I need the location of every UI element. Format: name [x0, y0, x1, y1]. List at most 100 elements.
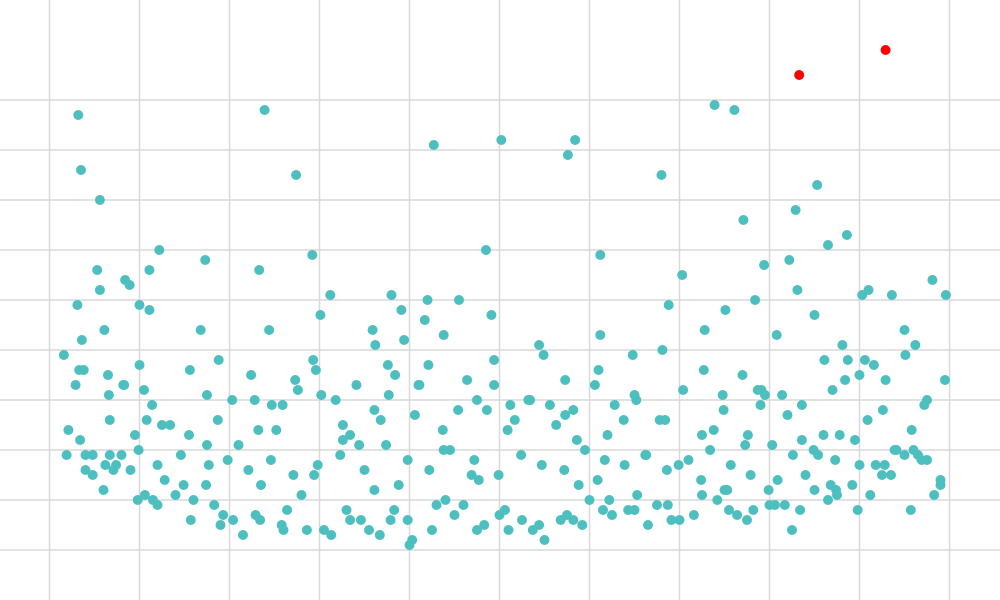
highlight-point-0: [794, 70, 805, 80]
data-point-110: [779, 500, 790, 510]
data-point-344: [823, 240, 833, 250]
data-point-239: [886, 470, 896, 480]
data-point-155: [772, 475, 783, 485]
data-point-313: [725, 460, 736, 470]
data-point-214: [301, 525, 312, 535]
data-point-338: [729, 105, 740, 115]
data-point-287: [152, 460, 163, 470]
data-point-241: [58, 350, 69, 360]
data-point-15: [370, 340, 381, 350]
data-point-261: [481, 405, 492, 415]
data-point-292: [265, 455, 276, 465]
data-point-119: [70, 380, 81, 390]
data-point-309: [640, 450, 651, 460]
data-point-233: [748, 505, 759, 515]
data-point-328: [307, 250, 318, 260]
data-point-272: [717, 390, 728, 400]
data-point-284: [87, 470, 98, 480]
data-point-188: [584, 495, 595, 505]
data-point-213: [276, 520, 287, 530]
data-point-120: [76, 335, 87, 345]
data-point-157: [818, 430, 829, 440]
data-point-132: [308, 355, 319, 365]
data-point-306: [580, 445, 590, 455]
data-point-197: [787, 525, 797, 535]
data-point-67: [571, 435, 582, 445]
data-point-192: [674, 515, 685, 525]
data-point-270: [678, 385, 689, 395]
data-point-173: [256, 480, 266, 490]
data-point-61: [409, 410, 420, 420]
data-point-242: [78, 365, 89, 375]
data-point-176: [319, 525, 329, 535]
data-point-211: [228, 515, 239, 525]
data-point-53: [249, 395, 260, 405]
data-point-156: [796, 435, 807, 445]
data-point-271: [698, 365, 709, 375]
data-point-14: [367, 325, 378, 335]
data-point-41: [862, 415, 873, 425]
data-point-30: [677, 270, 688, 280]
data-point-11: [254, 265, 265, 275]
data-point-160: [868, 360, 879, 370]
data-point-331: [496, 135, 507, 145]
data-point-78: [834, 430, 845, 440]
data-point-204: [935, 480, 946, 490]
data-point-345: [841, 230, 852, 240]
data-point-316: [787, 450, 798, 460]
data-point-12: [315, 310, 326, 320]
data-point-171: [215, 520, 226, 530]
data-point-246: [165, 420, 176, 430]
data-point-129: [213, 355, 224, 365]
data-point-277: [819, 355, 830, 365]
data-point-39: [837, 340, 848, 350]
data-point-311: [683, 455, 694, 465]
data-point-33: [750, 295, 761, 305]
data-point-288: [175, 450, 186, 460]
data-point-100: [473, 475, 484, 485]
data-point-154: [760, 390, 770, 400]
data-point-269: [654, 415, 665, 425]
data-point-43: [899, 325, 910, 335]
data-point-281: [900, 350, 911, 360]
data-point-107: [696, 475, 707, 485]
data-point-177: [341, 505, 352, 515]
data-point-115: [905, 505, 916, 515]
data-point-69: [602, 430, 613, 440]
data-point-68: [593, 365, 604, 375]
data-point-6: [154, 245, 165, 255]
data-point-294: [312, 460, 323, 470]
data-point-16: [386, 290, 397, 300]
data-point-59: [354, 440, 365, 450]
data-point-259: [437, 425, 448, 435]
data-point-51: [212, 415, 223, 425]
data-point-4: [134, 300, 145, 310]
data-point-222: [503, 525, 514, 535]
data-point-135: [375, 415, 386, 425]
data-point-85: [104, 450, 115, 460]
data-point-226: [598, 505, 608, 515]
data-point-96: [369, 485, 380, 495]
data-point-175: [296, 490, 307, 500]
data-point-141: [472, 395, 482, 405]
data-point-137: [393, 480, 404, 490]
highlight-points: [794, 45, 891, 80]
data-point-224: [555, 515, 566, 525]
data-point-182: [449, 510, 460, 520]
data-point-304: [536, 460, 547, 470]
data-point-46: [940, 290, 951, 300]
data-point-267: [609, 400, 620, 410]
data-point-268: [631, 395, 642, 405]
data-point-299: [424, 465, 435, 475]
data-point-148: [618, 415, 629, 425]
data-point-343: [812, 180, 823, 190]
data-point-44: [910, 340, 921, 350]
data-point-319: [850, 435, 860, 445]
data-point-147: [592, 475, 603, 485]
data-point-114: [879, 460, 890, 470]
data-point-256: [369, 405, 380, 415]
data-point-145: [560, 410, 571, 420]
data-point-312: [705, 445, 716, 455]
data-point-185: [517, 515, 527, 525]
